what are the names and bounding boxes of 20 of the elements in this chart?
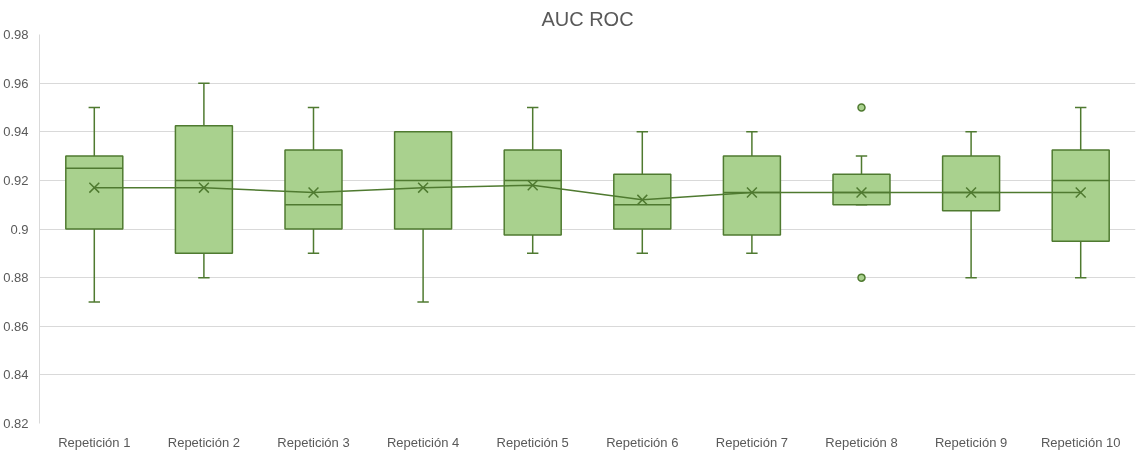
x-tick-label: Repetición 3 (277, 434, 350, 450)
x-tick-label: Repetición 9 (934, 434, 1008, 450)
y-tick-label: 0.82 (3, 416, 29, 431)
y-tick-label: 0.92 (3, 172, 29, 188)
x-tick-label: Repetición 7 (715, 434, 789, 450)
y-tick-label: 0.98 (3, 27, 29, 42)
x-tick-label: Repetición 1 (58, 434, 131, 450)
y-tick-label: 0.86 (3, 318, 29, 334)
x-tick-label: Repetición 4 (386, 434, 460, 450)
y-tick-label: 0.94 (3, 124, 29, 140)
y-tick-label: 0.96 (3, 75, 29, 91)
y-tick-label: 0.84 (3, 367, 29, 383)
x-tick-label: Repetición 10 (1040, 434, 1121, 450)
y-tick-label: 0.88 (3, 270, 29, 286)
x-tick-label: Repetición 6 (606, 434, 679, 450)
chart-title: AUC ROC (541, 7, 634, 30)
x-tick-label: Repetición 2 (167, 434, 241, 450)
x-tick-label: Repetición 5 (496, 434, 569, 450)
y-tick-label: 0.9 (10, 221, 29, 237)
x-tick-label: Repetición 8 (825, 434, 898, 450)
